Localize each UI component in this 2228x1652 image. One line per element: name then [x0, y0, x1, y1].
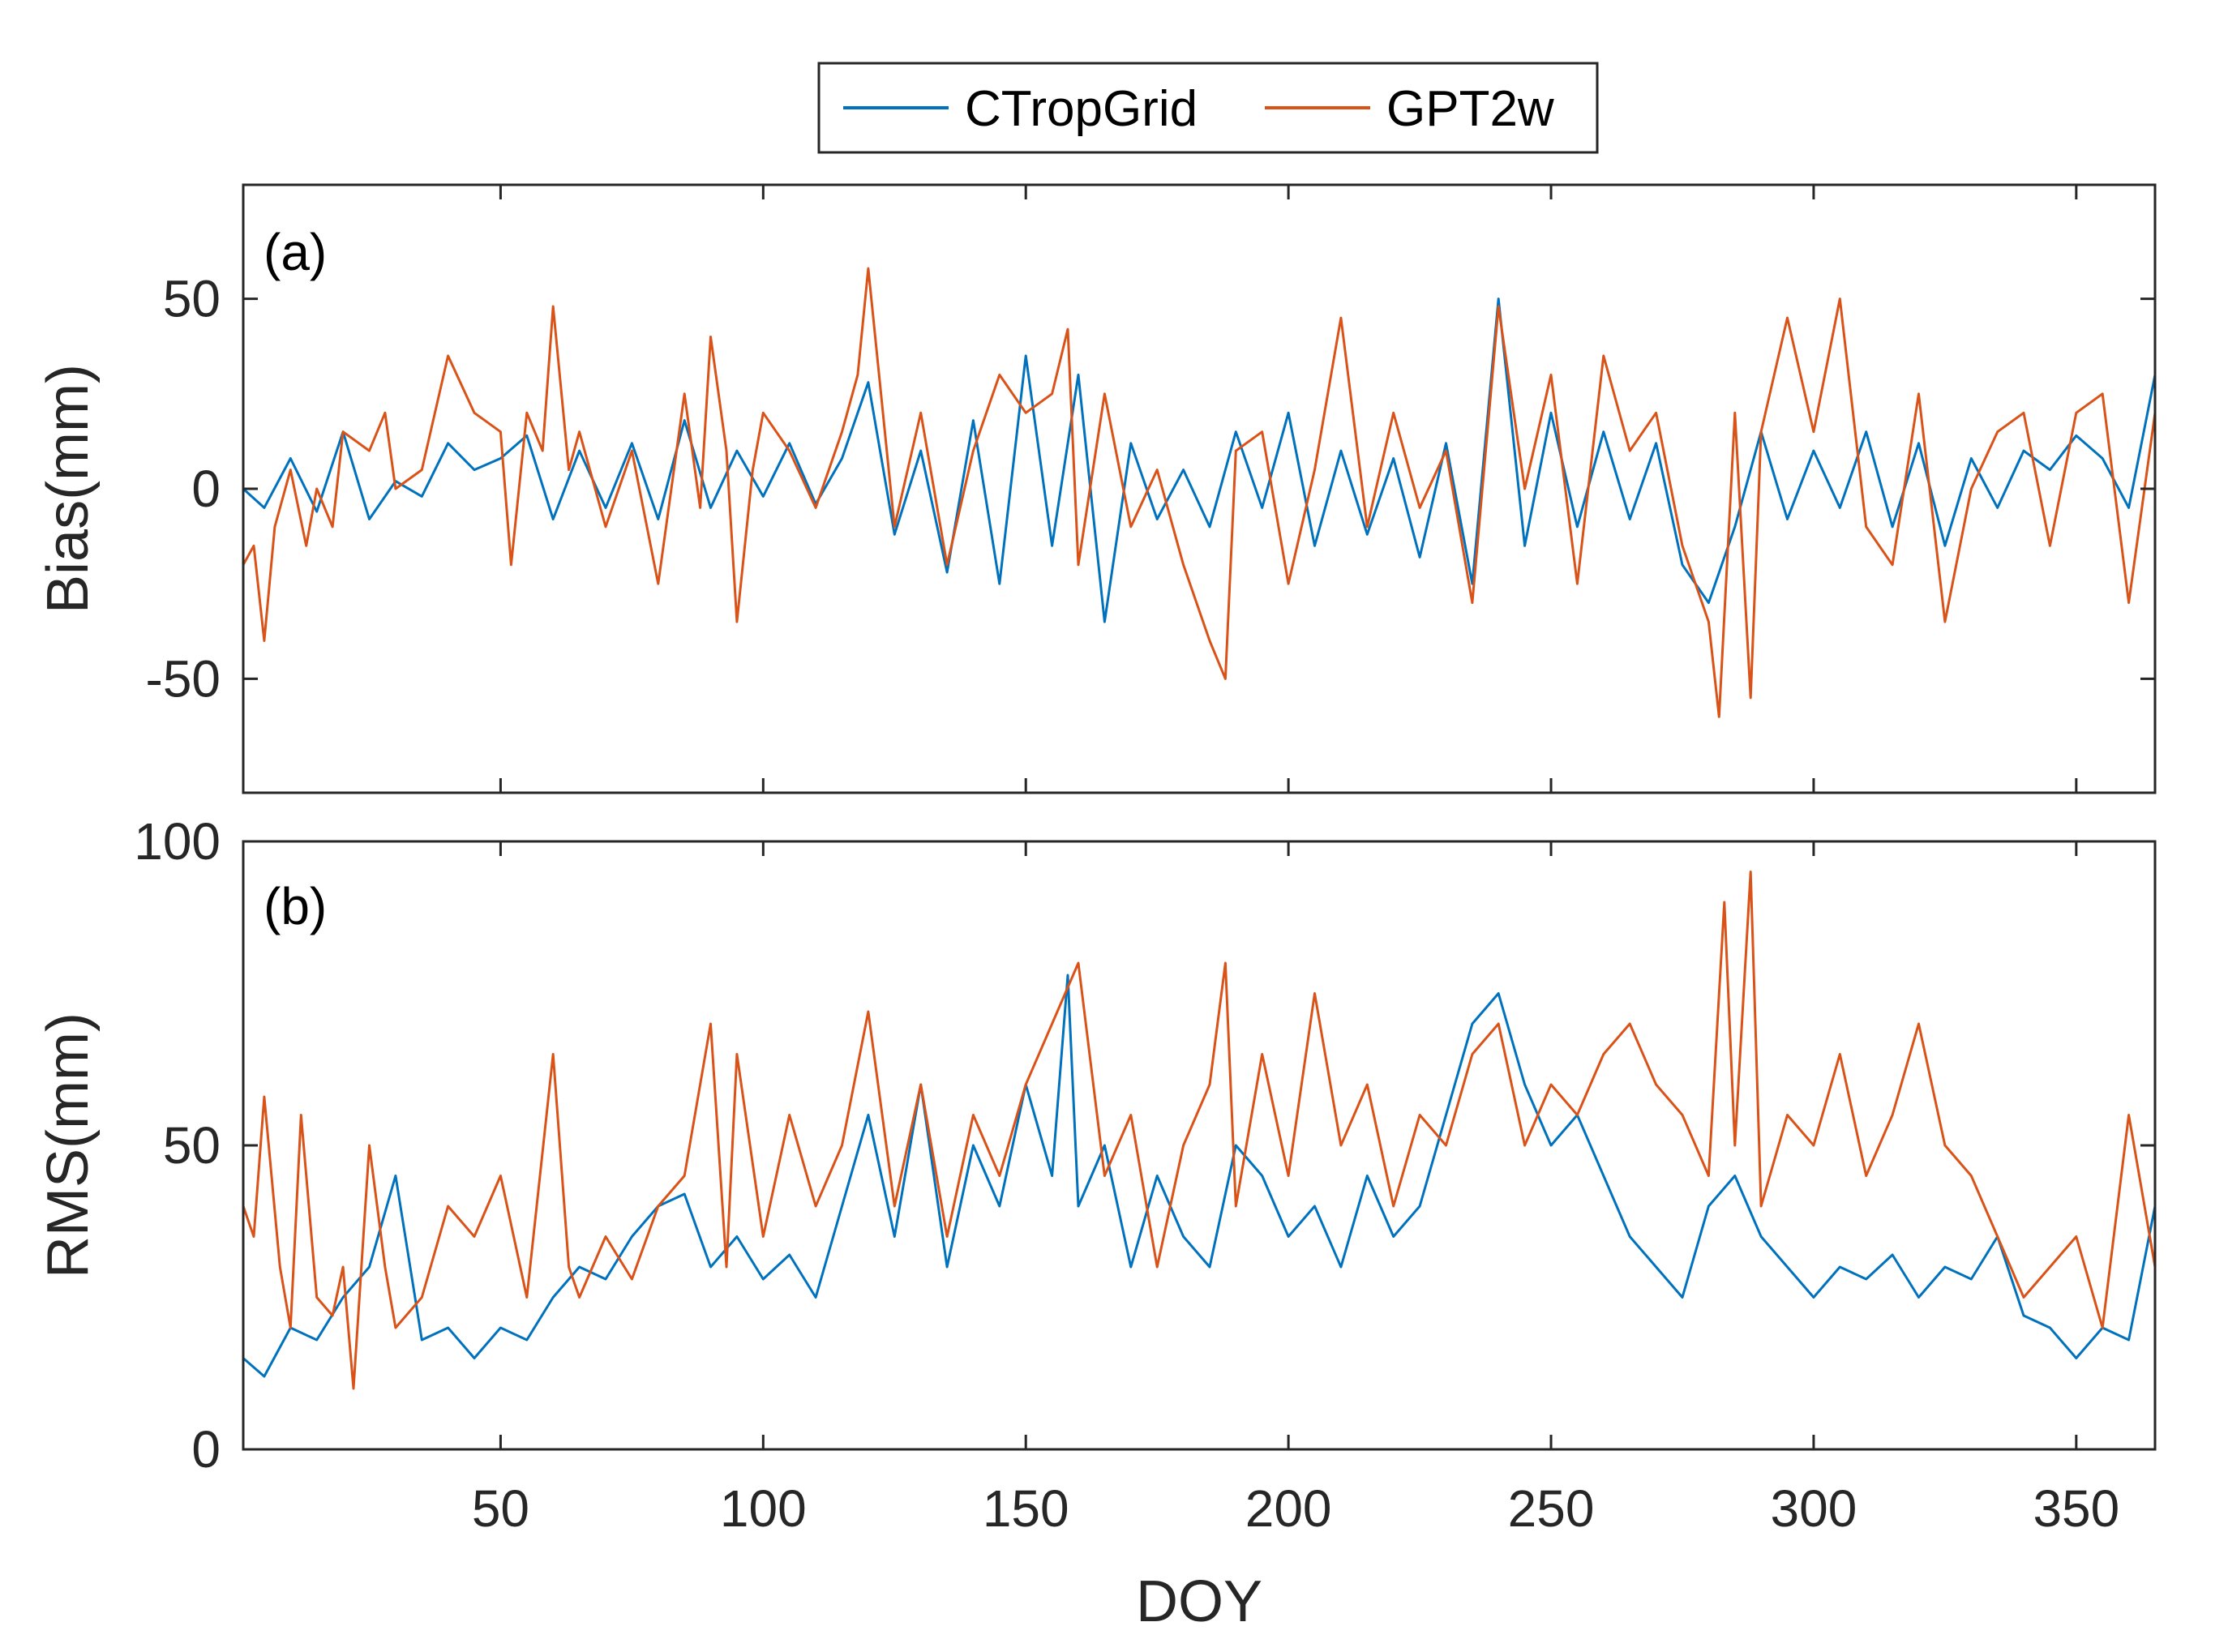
legend: CTropGrid GPT2w	[817, 62, 1599, 154]
y-tick-label-0: 0	[191, 460, 221, 518]
series-line-ctropgrid	[242, 974, 2157, 1378]
y-tick-label-50: 50	[163, 270, 221, 328]
panel-b-ylabel: RMS(mm)	[36, 1012, 101, 1278]
x-tick-label-300: 300	[1771, 1479, 1857, 1538]
series-line-ctropgrid	[242, 297, 2157, 623]
panel-b-rms: 50 100 150 200 250 300 350 0 50 100 (b) RMS(mm) D…	[36, 812, 2157, 1634]
x-tick-label-100: 100	[720, 1479, 807, 1538]
y-tick-label-50: 50	[163, 1116, 221, 1175]
x-tick-label-250: 250	[1508, 1479, 1595, 1538]
x-tick-label-150: 150	[983, 1479, 1069, 1538]
x-tick-label-350: 350	[2033, 1479, 2119, 1538]
x-axis-title: DOY	[1136, 1569, 1262, 1634]
panel-b-label: (b)	[264, 877, 327, 935]
x-tick-label-50: 50	[472, 1479, 529, 1538]
panel-b-ticks: 50 100 150 200 250 300 350 0 50 100	[134, 812, 2155, 1538]
panel-a-bias: -50 0 50 (a) Bias(mm)	[36, 183, 2157, 794]
y-tick-label-0: 0	[191, 1420, 221, 1479]
y-tick-label--50: -50	[146, 649, 221, 708]
legend-label-ctropgrid: CTropGrid	[965, 81, 1198, 137]
panel-a-ticks: -50 0 50	[146, 185, 2155, 793]
panel-a-series	[242, 267, 2157, 718]
panel-a-ylabel: Bias(mm)	[36, 364, 101, 614]
panel-b-series	[242, 871, 2157, 1390]
legend-label-gpt2w: GPT2w	[1386, 81, 1554, 137]
x-tick-label-200: 200	[1245, 1479, 1332, 1538]
series-line-gpt2w	[242, 871, 2157, 1390]
panel-a-label: (a)	[264, 223, 327, 281]
y-tick-label-100: 100	[134, 812, 221, 871]
series-line-gpt2w	[242, 267, 2157, 718]
